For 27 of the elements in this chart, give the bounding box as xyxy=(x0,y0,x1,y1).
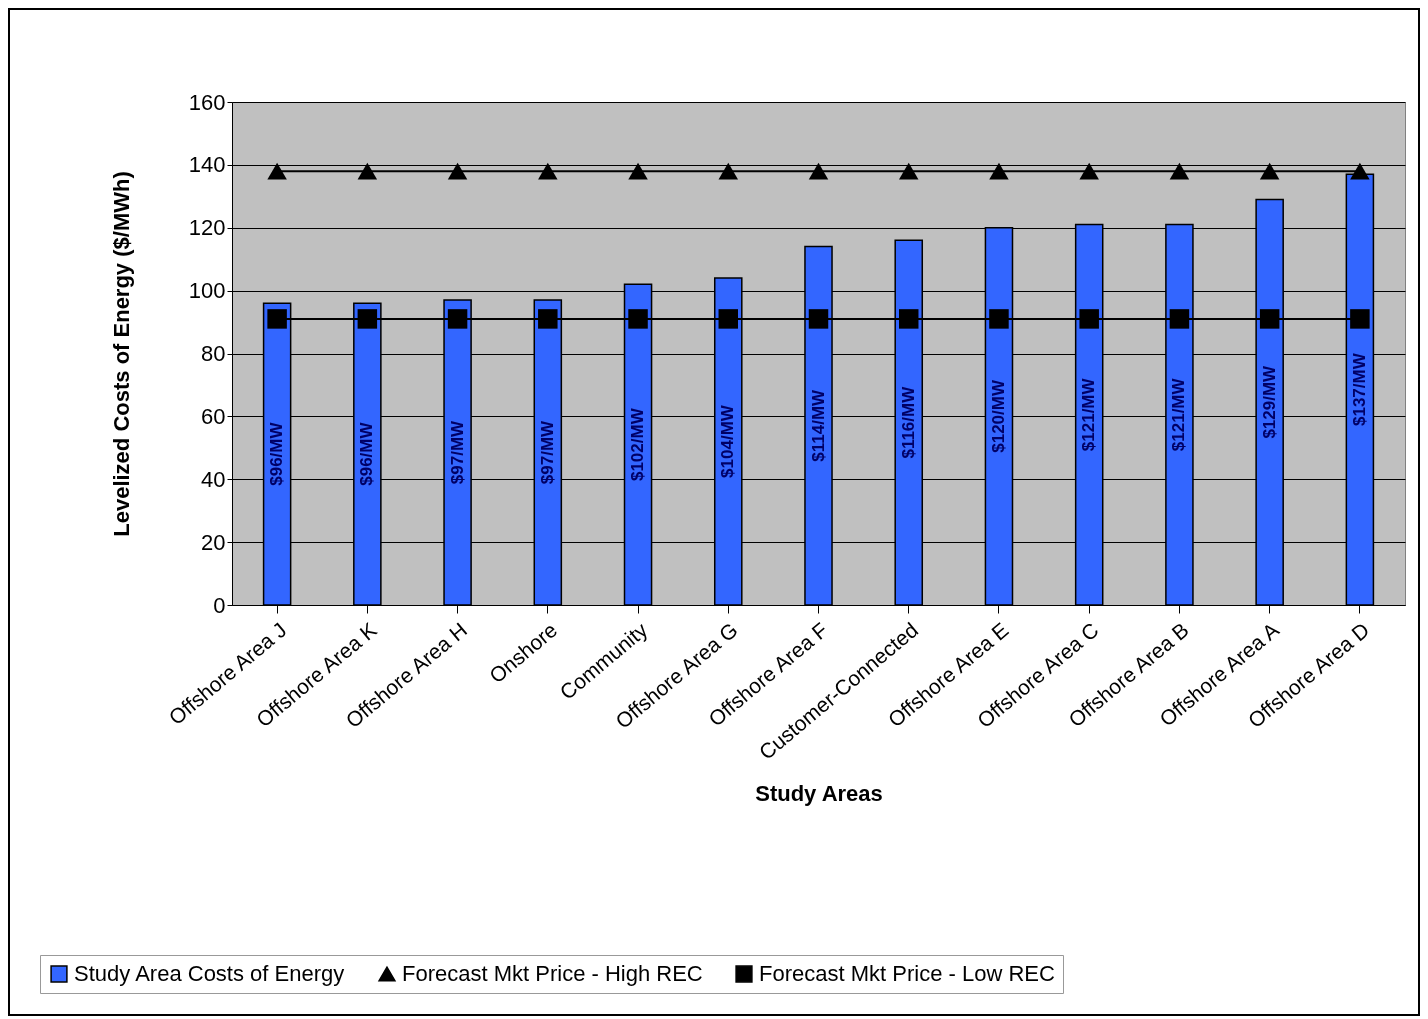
data-label: $137/MW xyxy=(1349,352,1369,427)
y-axis-title: Levelized Costs of Energy ($/MWh) xyxy=(108,171,134,537)
data-label: $114/MW xyxy=(808,388,828,462)
y-tick-label: 80 xyxy=(201,341,226,366)
y-tick-label: 100 xyxy=(188,278,226,304)
data-label: $120/MW xyxy=(988,379,1008,453)
legend-label: Forecast Mkt Price - Low REC xyxy=(759,961,1055,986)
x-axis-title: Study Areas xyxy=(755,780,883,806)
legend-label: Forecast Mkt Price - High REC xyxy=(402,961,703,986)
data-label: $104/MW xyxy=(718,404,738,478)
y-tick-label: 140 xyxy=(188,152,226,178)
legend-label: Study Area Costs of Energy xyxy=(74,961,345,986)
y-tick-label: 0 xyxy=(213,592,226,618)
data-label: $121/MW xyxy=(1079,377,1099,452)
data-label: $96/MW xyxy=(357,421,377,486)
data-label: $116/MW xyxy=(898,385,918,459)
y-tick-label: 40 xyxy=(201,466,226,492)
data-label: $97/MW xyxy=(447,419,467,485)
data-label: $102/MW xyxy=(628,407,648,482)
y-tick-label: 60 xyxy=(201,403,226,429)
data-label: $96/MW xyxy=(267,421,287,486)
y-tick-label: 120 xyxy=(188,215,226,241)
data-label: $121/MW xyxy=(1169,377,1189,452)
y-tick-label: 160 xyxy=(188,89,226,115)
y-tick-label: 20 xyxy=(201,529,226,555)
data-label: $97/MW xyxy=(537,419,557,485)
data-label: $129/MW xyxy=(1259,364,1279,439)
